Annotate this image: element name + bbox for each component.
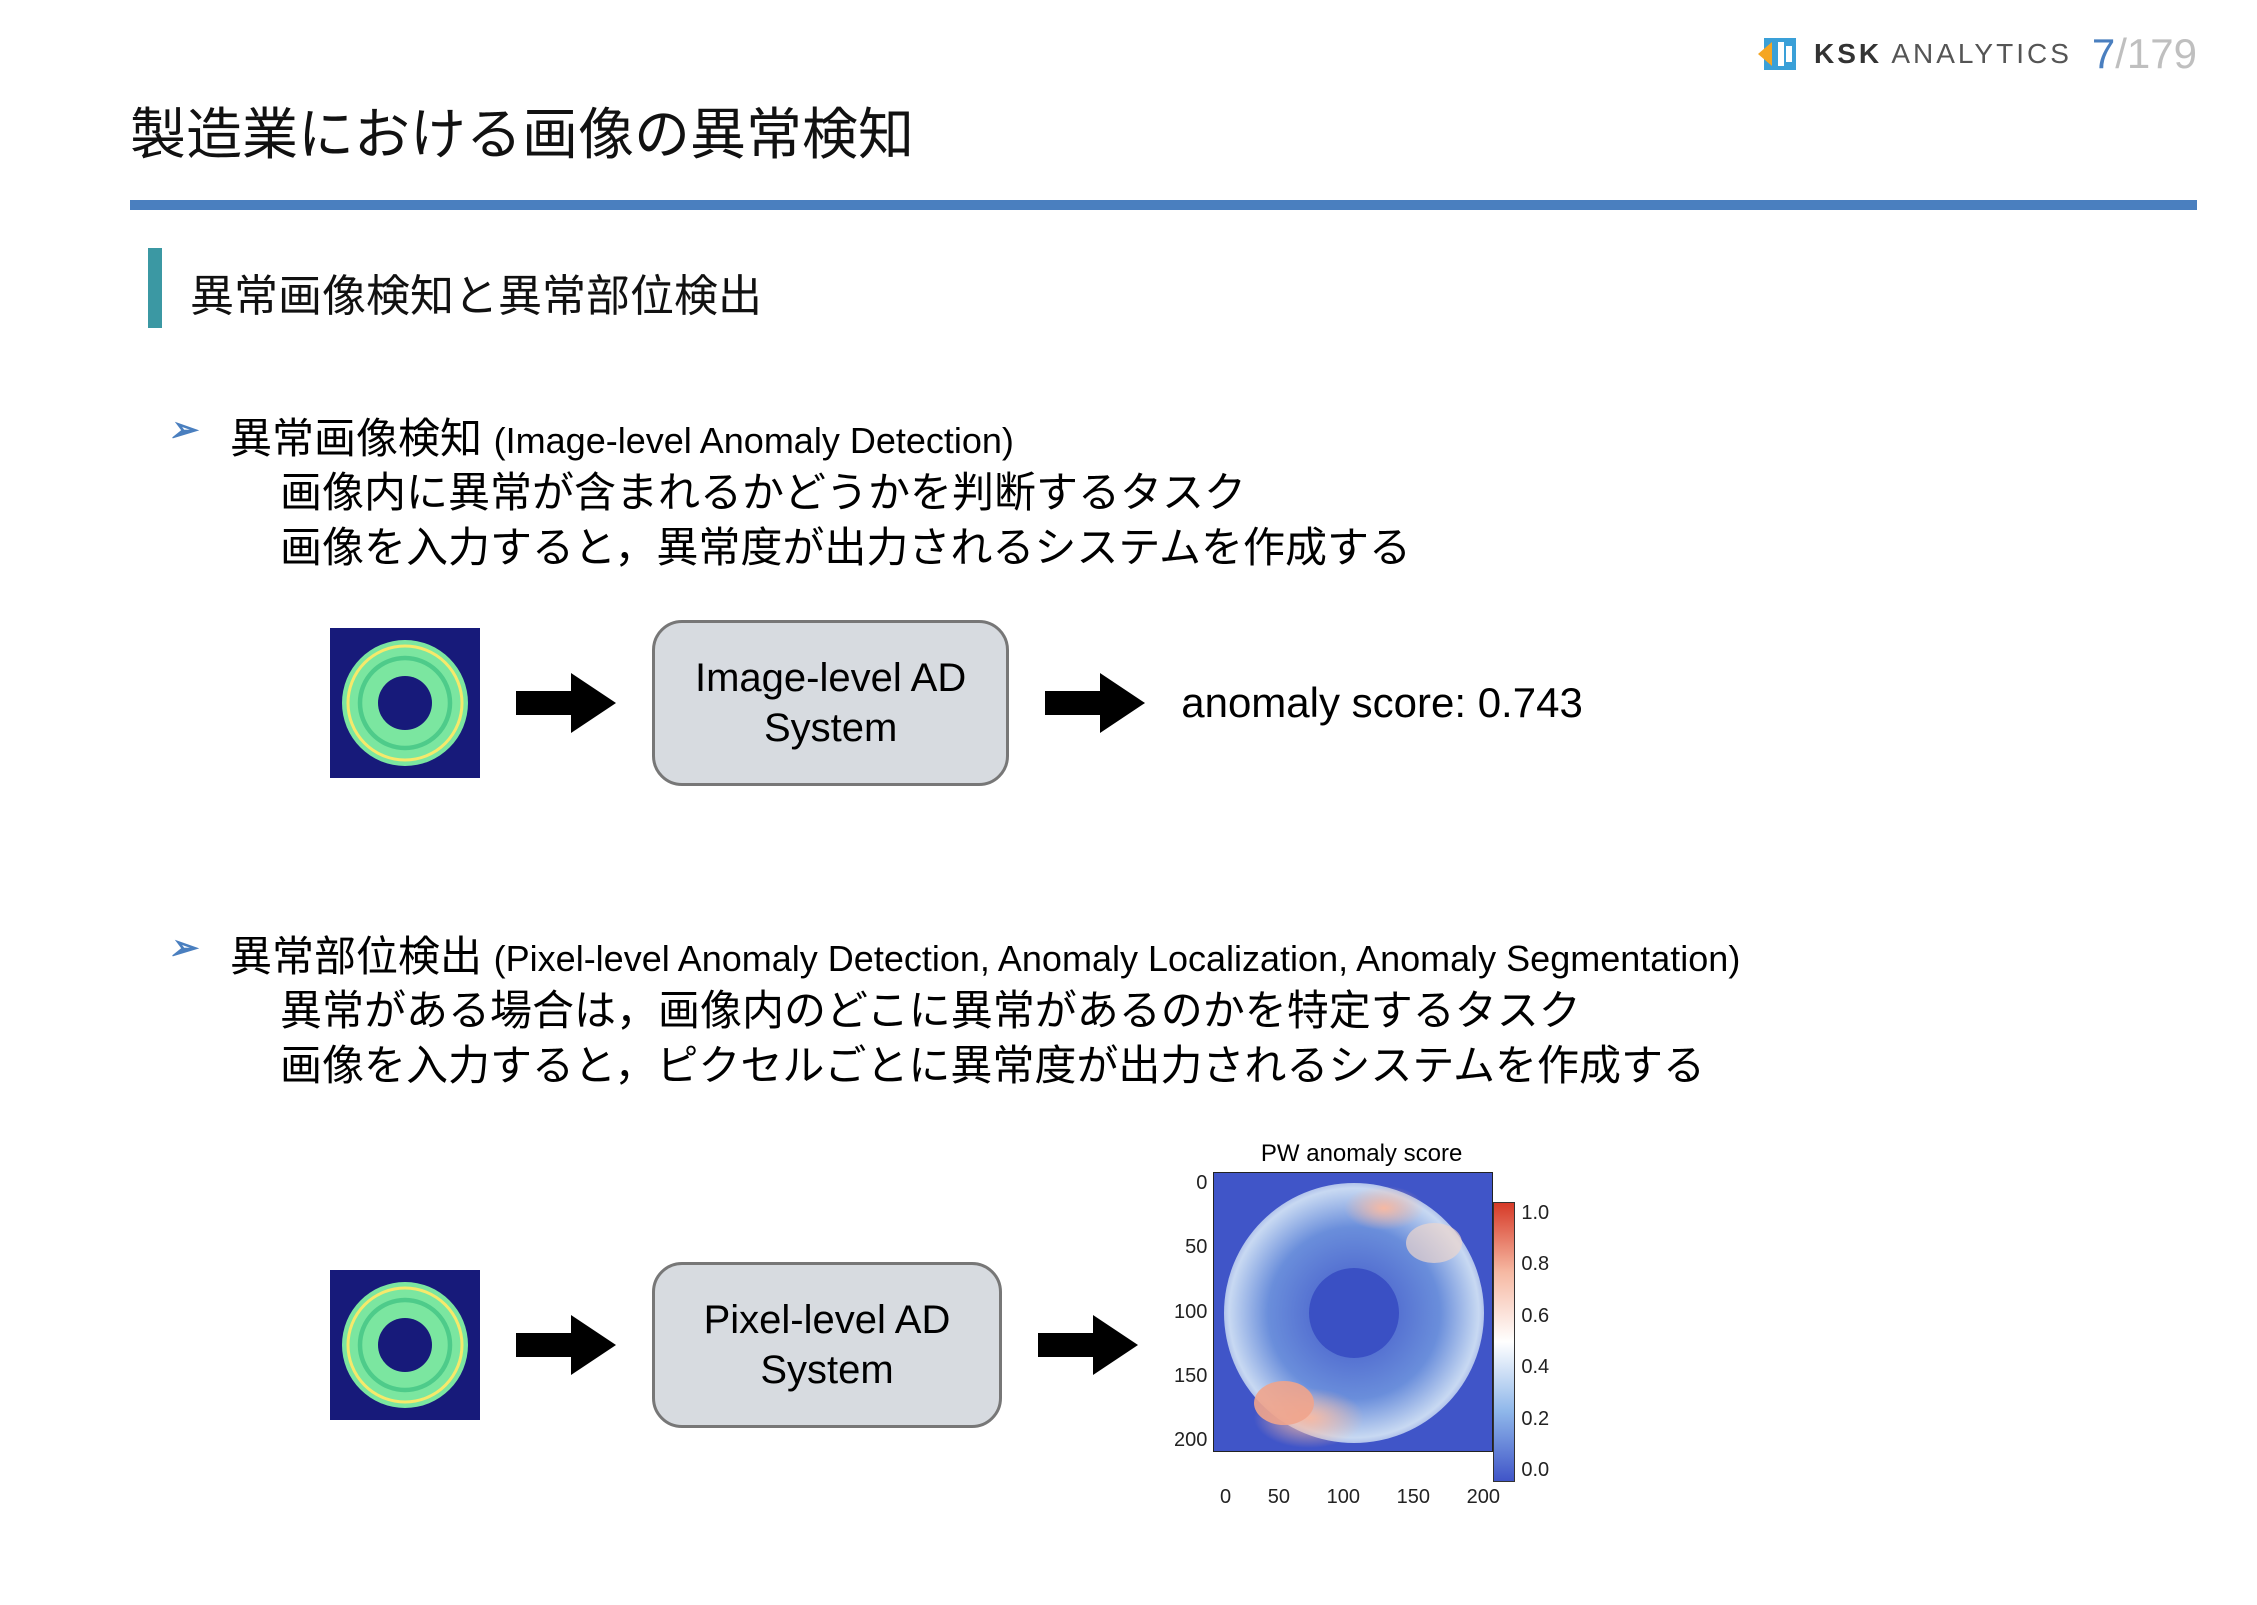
section2-heading-jp: 異常部位検出	[230, 933, 494, 980]
brand-text-bold: KSK	[1814, 38, 1882, 69]
brand-text: KSK ANALYTICS	[1814, 38, 2072, 70]
xtick: 150	[1397, 1486, 1430, 1509]
bullet-icon: ➢	[168, 410, 197, 450]
anomaly-score-output: anomaly score: 0.743	[1181, 679, 1583, 727]
slide-title: 製造業における画像の異常検知	[130, 90, 914, 171]
colorbar: 1.0 0.8 0.6 0.4 0.2 0.0	[1493, 1202, 1549, 1482]
system-box-image-level: Image-level AD System	[652, 620, 1009, 786]
cbar-tick: 0.2	[1521, 1408, 1549, 1431]
section1-heading-jp: 異常画像検知	[230, 415, 494, 462]
section2-line2: 画像を入力すると，ピクセルごとに異常度が出力されるシステムを作成する	[280, 1038, 1705, 1095]
section1-heading-en: (Image-level Anomaly Detection)	[494, 420, 1014, 461]
system-box-2-label: Pixel-level AD System	[704, 1298, 951, 1392]
ytick: 200	[1174, 1429, 1207, 1452]
cbar-tick: 0.0	[1521, 1459, 1549, 1482]
arrow-icon	[1038, 1315, 1138, 1375]
cbar-tick: 0.4	[1521, 1356, 1549, 1379]
xtick: 0	[1220, 1486, 1231, 1509]
section2-heading-en: (Pixel-level Anomaly Detection, Anomaly …	[494, 938, 1741, 979]
brand-logo: KSK ANALYTICS	[1758, 32, 2072, 76]
title-rule	[130, 200, 2197, 210]
page-total: 179	[2127, 30, 2197, 77]
xtick: 50	[1268, 1486, 1290, 1509]
heatmap-title: PW anomaly score	[1174, 1140, 1549, 1168]
ytick: 0	[1174, 1172, 1207, 1195]
system-box-pixel-level: Pixel-level AD System	[652, 1262, 1002, 1428]
section1-line2: 画像を入力すると，異常度が出力されるシステムを作成する	[280, 520, 1411, 577]
input-thumbnail-2	[330, 1270, 480, 1420]
colorbar-gradient	[1493, 1202, 1515, 1482]
section1-line1: 画像内に異常が含まれるかどうかを判断するタスク	[280, 465, 1246, 522]
cbar-tick: 0.6	[1521, 1305, 1549, 1328]
section2-heading: 異常部位検出 (Pixel-level Anomaly Detection, A…	[230, 923, 1740, 984]
bullet-icon: ➢	[168, 928, 197, 968]
page-sep: /	[2115, 30, 2127, 77]
arrow-icon	[516, 1315, 616, 1375]
cbar-tick: 1.0	[1521, 1202, 1549, 1225]
colorbar-labels: 1.0 0.8 0.6 0.4 0.2 0.0	[1521, 1202, 1549, 1482]
header: KSK ANALYTICS 7/179	[1758, 30, 2197, 78]
heatmap-output: PW anomaly score 0 50 100 150 200	[1174, 1140, 1549, 1509]
brand-text-light: ANALYTICS	[1882, 38, 2072, 69]
input-thumbnail-1	[330, 628, 480, 778]
heatmap-x-axis: 0 50 100 150 200	[1220, 1482, 1500, 1509]
ytick: 150	[1174, 1365, 1207, 1388]
system-box-1-label: Image-level AD System	[695, 656, 966, 750]
xtick: 100	[1327, 1486, 1360, 1509]
section1-flow: Image-level AD System anomaly score: 0.7…	[330, 620, 1583, 786]
ytick: 50	[1174, 1236, 1207, 1259]
ytick: 100	[1174, 1301, 1207, 1324]
slide-subtitle: 異常画像検知と異常部位検出	[190, 260, 762, 324]
page-current: 7	[2092, 30, 2115, 77]
heatmap-y-axis: 0 50 100 150 200	[1174, 1172, 1213, 1452]
xtick: 200	[1467, 1486, 1500, 1509]
section2-line1: 異常がある場合は，画像内のどこに異常があるのかを特定するタスク	[280, 983, 1581, 1040]
subtitle-bar	[148, 248, 162, 328]
arrow-icon	[1045, 673, 1145, 733]
ksk-logo-icon	[1758, 32, 1802, 76]
arrow-icon	[516, 673, 616, 733]
section2-flow: Pixel-level AD System PW anomaly score 0…	[330, 1180, 1549, 1509]
heatmap-plot	[1213, 1172, 1493, 1452]
page-indicator: 7/179	[2092, 30, 2197, 78]
cbar-tick: 0.8	[1521, 1253, 1549, 1276]
section1-heading: 異常画像検知 (Image-level Anomaly Detection)	[230, 405, 1014, 466]
